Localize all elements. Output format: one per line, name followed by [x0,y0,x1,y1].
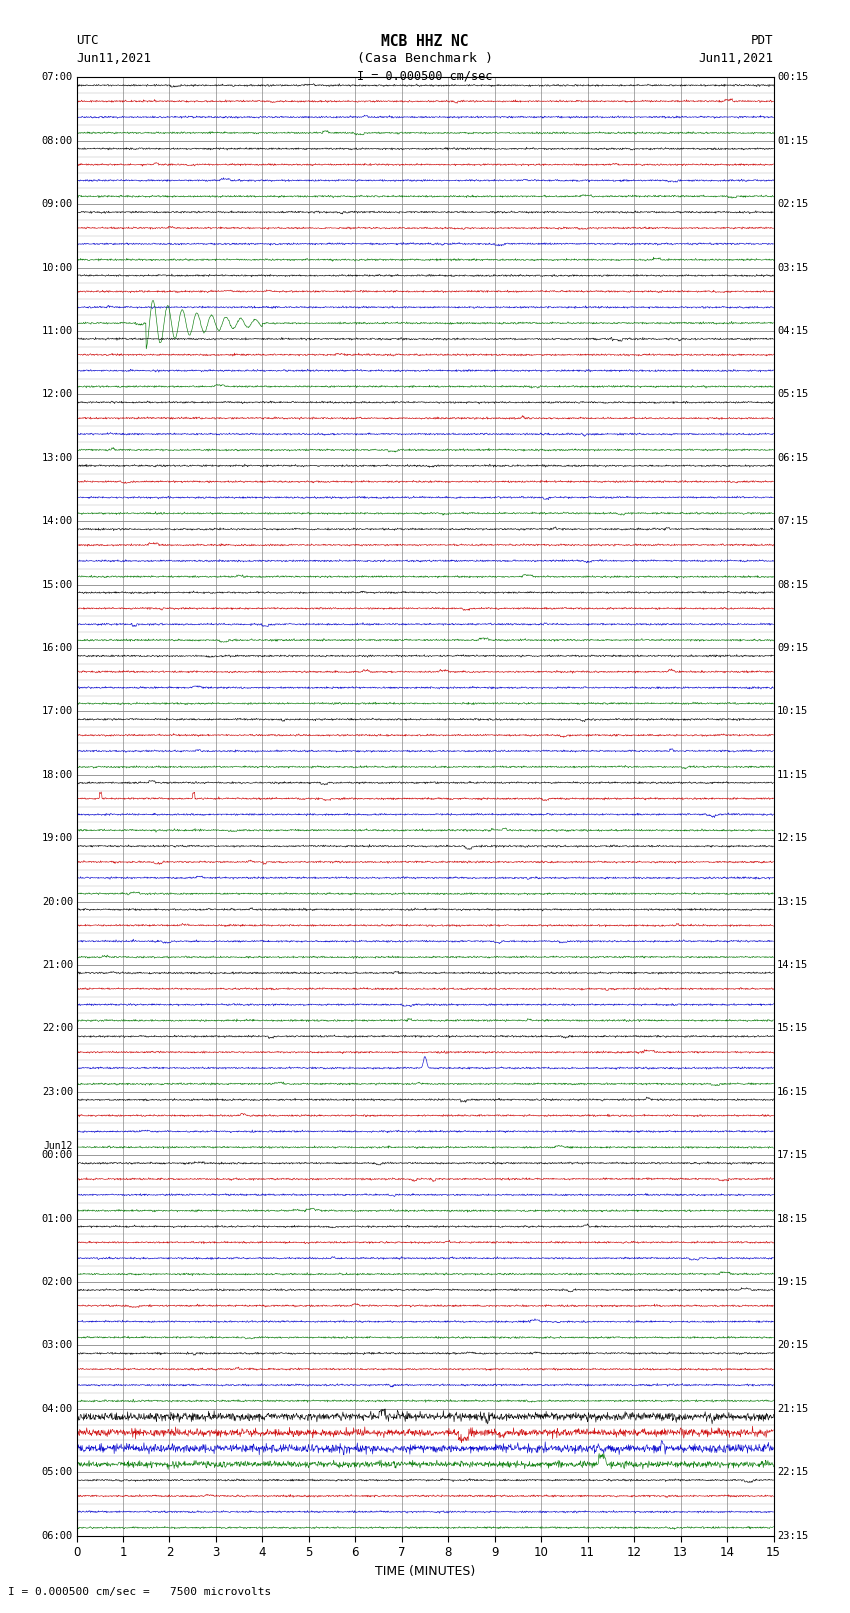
Text: 17:15: 17:15 [777,1150,808,1160]
Text: I = 0.000500 cm/sec =   7500 microvolts: I = 0.000500 cm/sec = 7500 microvolts [8,1587,272,1597]
Text: 05:00: 05:00 [42,1468,73,1478]
Text: 08:00: 08:00 [42,135,73,145]
Text: 18:00: 18:00 [42,769,73,779]
Text: 16:00: 16:00 [42,644,73,653]
Text: 10:15: 10:15 [777,706,808,716]
Text: 11:15: 11:15 [777,769,808,779]
Text: MCB HHZ NC: MCB HHZ NC [382,34,468,48]
Text: (Casa Benchmark ): (Casa Benchmark ) [357,52,493,65]
Text: 05:15: 05:15 [777,389,808,400]
Text: 23:00: 23:00 [42,1087,73,1097]
Text: 07:00: 07:00 [42,73,73,82]
Text: 06:00: 06:00 [42,1531,73,1540]
Text: 08:15: 08:15 [777,579,808,590]
Text: 03:00: 03:00 [42,1340,73,1350]
Text: 19:00: 19:00 [42,834,73,844]
Text: Jun12: Jun12 [43,1140,73,1150]
Text: 02:15: 02:15 [777,200,808,210]
Text: 21:00: 21:00 [42,960,73,969]
Text: 02:00: 02:00 [42,1277,73,1287]
Text: 01:00: 01:00 [42,1213,73,1224]
Text: I = 0.000500 cm/sec: I = 0.000500 cm/sec [357,69,493,82]
Text: 04:15: 04:15 [777,326,808,336]
X-axis label: TIME (MINUTES): TIME (MINUTES) [375,1565,475,1578]
Text: Jun11,2021: Jun11,2021 [699,52,774,65]
Text: 11:00: 11:00 [42,326,73,336]
Text: 03:15: 03:15 [777,263,808,273]
Text: 16:15: 16:15 [777,1087,808,1097]
Text: PDT: PDT [751,34,774,47]
Text: 00:15: 00:15 [777,73,808,82]
Text: 09:15: 09:15 [777,644,808,653]
Text: 23:15: 23:15 [777,1531,808,1540]
Text: 22:00: 22:00 [42,1023,73,1034]
Text: 15:15: 15:15 [777,1023,808,1034]
Text: 04:00: 04:00 [42,1403,73,1413]
Text: 20:00: 20:00 [42,897,73,907]
Text: 10:00: 10:00 [42,263,73,273]
Text: 14:00: 14:00 [42,516,73,526]
Text: 13:15: 13:15 [777,897,808,907]
Text: 19:15: 19:15 [777,1277,808,1287]
Text: 15:00: 15:00 [42,579,73,590]
Text: UTC: UTC [76,34,99,47]
Text: 07:15: 07:15 [777,516,808,526]
Text: 13:00: 13:00 [42,453,73,463]
Text: 01:15: 01:15 [777,135,808,145]
Text: 21:15: 21:15 [777,1403,808,1413]
Text: 06:15: 06:15 [777,453,808,463]
Text: Jun11,2021: Jun11,2021 [76,52,151,65]
Text: 09:00: 09:00 [42,200,73,210]
Text: 22:15: 22:15 [777,1468,808,1478]
Text: 17:00: 17:00 [42,706,73,716]
Text: 20:15: 20:15 [777,1340,808,1350]
Text: 00:00: 00:00 [42,1150,73,1160]
Text: 18:15: 18:15 [777,1213,808,1224]
Text: 12:15: 12:15 [777,834,808,844]
Text: 12:00: 12:00 [42,389,73,400]
Text: 14:15: 14:15 [777,960,808,969]
